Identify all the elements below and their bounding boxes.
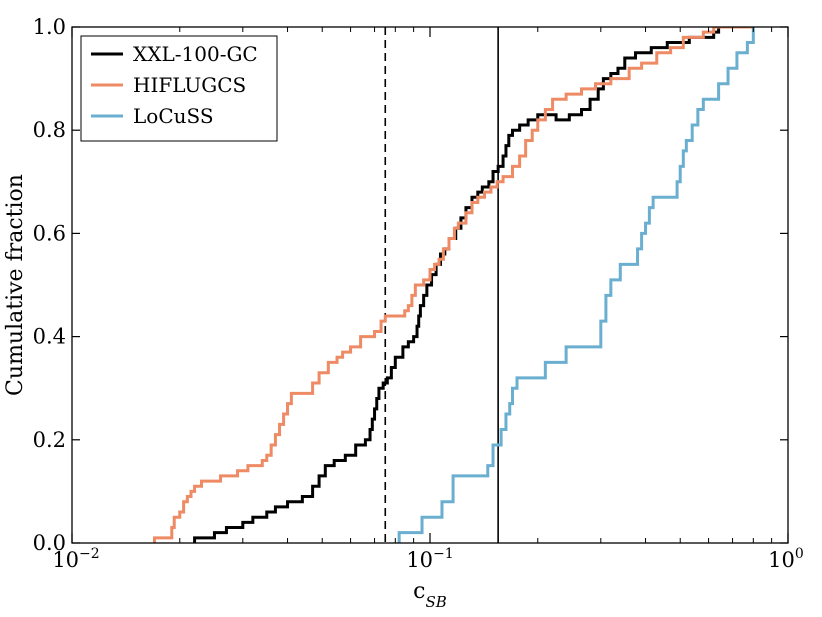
x-tick-label: 100: [768, 546, 804, 572]
legend-label: LoCuSS: [133, 104, 214, 128]
series-line-locuss: [397, 27, 755, 543]
plot-layer: [153, 27, 755, 543]
x-tick-label: 10−2: [52, 546, 99, 572]
x-tick-exponent: −2: [79, 546, 100, 562]
legend-label: HIFLUGCS: [133, 73, 246, 97]
x-tick-base: 10: [52, 548, 79, 572]
y-tick-label: 0.2: [33, 428, 66, 452]
x-tick-exponent: 0: [795, 546, 804, 562]
y-tick-label: 1.0: [33, 15, 66, 39]
y-axis-label: Cumulative fraction: [3, 174, 28, 396]
y-tick-label: 0.6: [33, 221, 66, 245]
x-tick-exponent: −1: [433, 546, 454, 562]
x-tick-base: 10: [406, 548, 433, 572]
legend: XXL-100-GC HIFLUGCS LoCuSS: [80, 35, 278, 142]
ticks-layer: 0.00.20.40.60.81.010−2 10−1 100: [33, 15, 804, 572]
x-tick-label: 10−1: [406, 546, 453, 572]
x-axis-label-subscript: SB: [426, 593, 447, 611]
series-line-hiflugcs: [153, 27, 754, 543]
x-axis-label: cSB: [413, 579, 447, 611]
y-tick-label: 0.4: [33, 325, 66, 349]
x-tick-base: 10: [768, 548, 795, 572]
legend-label: XXL-100-GC: [133, 42, 258, 66]
x-axis-label-main: c: [413, 579, 425, 604]
y-tick-label: 0.8: [33, 118, 66, 142]
y-tick-label: 0.0: [33, 531, 66, 555]
